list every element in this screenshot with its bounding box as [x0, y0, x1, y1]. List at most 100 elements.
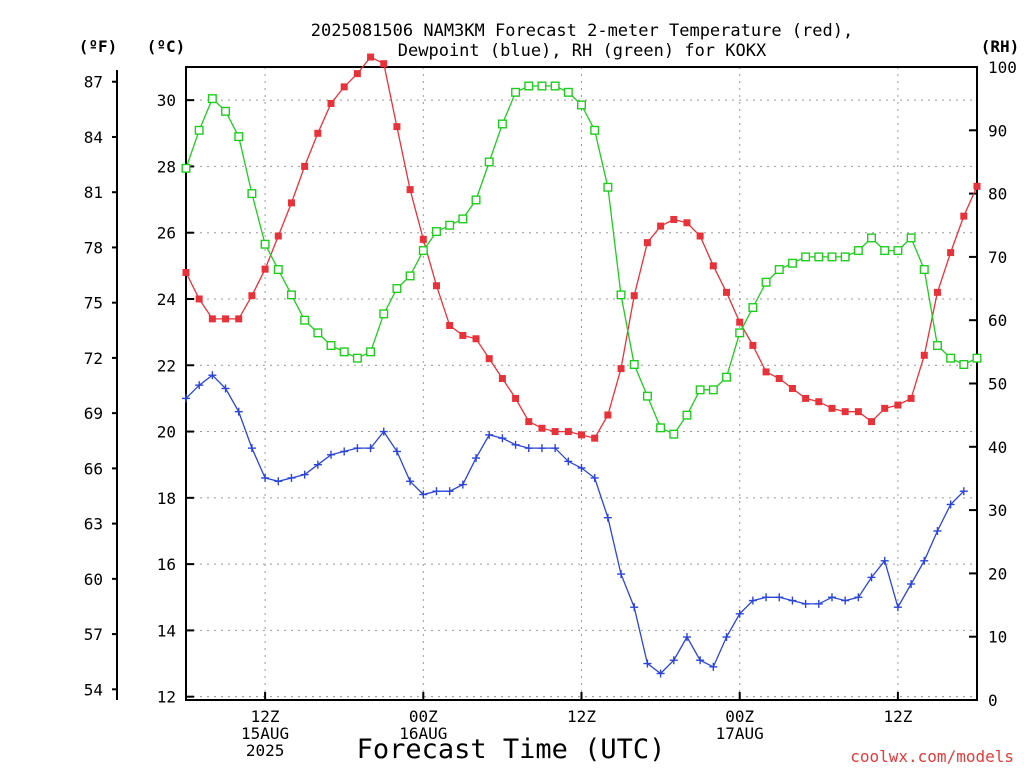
dewpoint-point — [867, 573, 876, 582]
dewpoint-point — [274, 477, 283, 486]
rh-tick-label: 80 — [988, 185, 1007, 204]
dewpoint-point — [920, 556, 929, 565]
dewpoint-point — [722, 633, 731, 642]
dewpoint-point — [406, 477, 415, 486]
rh-point — [801, 252, 811, 262]
dewpoint-point — [353, 444, 362, 453]
dewpoint-point — [537, 444, 546, 453]
dewpoint-point — [261, 473, 270, 482]
rh-point — [366, 347, 376, 357]
temperature-point — [815, 398, 823, 406]
dewpoint-point — [603, 513, 612, 522]
temperature-point — [432, 282, 440, 290]
temperature-point — [591, 434, 599, 442]
dewpoint-point — [959, 487, 968, 496]
temperature-point — [749, 341, 757, 349]
rh-point — [339, 347, 349, 357]
rh-point — [722, 372, 732, 382]
dewpoint-point — [524, 444, 533, 453]
rh-point — [418, 246, 428, 256]
rh-point — [550, 81, 560, 91]
x-tick-label: 12Z — [883, 707, 912, 726]
dewpoint-point — [643, 659, 652, 668]
rh-point — [616, 290, 626, 300]
rh-point — [537, 81, 547, 91]
rh-point — [221, 106, 231, 116]
temperature-point — [235, 315, 243, 323]
rh-tick-label: 60 — [988, 311, 1007, 330]
temperature-point — [195, 295, 203, 303]
temperature-point — [933, 288, 941, 296]
x-axis-title: Forecast Time (UTC) — [357, 734, 666, 765]
temperature-point — [393, 123, 401, 131]
rh-point — [880, 246, 890, 256]
rh-point — [260, 239, 270, 249]
rh-point — [840, 252, 850, 262]
temperature-point — [314, 129, 322, 137]
rh-point — [629, 360, 639, 370]
rh-unit-label: (RH) — [981, 37, 1020, 56]
temperature-point — [459, 331, 467, 339]
dewpoint-point — [709, 662, 718, 671]
rh-point — [563, 87, 573, 97]
dewpoint-point — [880, 556, 889, 565]
temperature-point — [551, 428, 559, 436]
dewpoint-point — [485, 430, 494, 439]
rh-point — [814, 252, 824, 262]
dewpoint-point — [933, 526, 942, 535]
rh-point — [247, 189, 257, 199]
temperature-point — [657, 222, 665, 230]
temperature-point — [828, 404, 836, 412]
temperature-point — [736, 318, 744, 326]
temperature-point — [261, 265, 269, 273]
rh-point — [748, 303, 758, 313]
rh-point — [972, 353, 982, 363]
rh-point — [669, 429, 679, 439]
fahrenheit-tick-label: 69 — [84, 404, 103, 423]
dewpoint-point — [788, 596, 797, 605]
celsius-tick-label: 22 — [157, 356, 176, 375]
temperature-point — [406, 186, 414, 194]
rh-point — [656, 423, 666, 433]
rh-point — [431, 227, 441, 237]
temperature-point — [512, 394, 520, 402]
temperature-point — [683, 219, 691, 227]
rh-point — [603, 182, 613, 192]
rh-tick-label: 30 — [988, 501, 1007, 520]
celsius-tick-label: 12 — [157, 688, 176, 707]
dewpoint-point — [498, 434, 507, 443]
rh-point — [497, 119, 507, 129]
dewpoint-point — [195, 381, 204, 390]
x-tick-label: 12Z — [567, 707, 596, 726]
rh-point — [471, 195, 481, 205]
x-tick-label: 16AUG — [399, 724, 447, 743]
rh-point — [774, 265, 784, 275]
rh-point — [273, 265, 283, 275]
temperature-point — [301, 162, 309, 170]
rh-point — [735, 328, 745, 338]
fahrenheit-tick-label: 57 — [84, 625, 103, 644]
temperature-point — [380, 60, 388, 68]
dewpoint-point — [735, 609, 744, 618]
dewpoint-point — [827, 593, 836, 602]
rh-point — [642, 391, 652, 401]
rh-point — [893, 246, 903, 256]
temperature-point — [564, 428, 572, 436]
dewpoint-point — [313, 460, 322, 469]
rh-tick-label: 10 — [988, 628, 1007, 647]
rh-point — [577, 100, 587, 110]
rh-tick-label: 40 — [988, 438, 1007, 457]
temperature-point — [578, 431, 585, 439]
rh-point — [234, 132, 244, 142]
x-tick-label: 15AUG — [241, 724, 289, 743]
rh-point — [458, 214, 468, 224]
rh-point — [787, 258, 797, 268]
fahrenheit-tick-label: 63 — [84, 515, 103, 534]
x-tick-label: 00Z — [725, 707, 754, 726]
dewpoint-point — [696, 656, 705, 665]
rh-point — [524, 81, 534, 91]
dewpoint-point — [854, 593, 863, 602]
dewpoint-point — [893, 603, 902, 612]
fahrenheit-tick-label: 78 — [84, 238, 103, 257]
fahrenheit-tick-label: 72 — [84, 349, 103, 368]
